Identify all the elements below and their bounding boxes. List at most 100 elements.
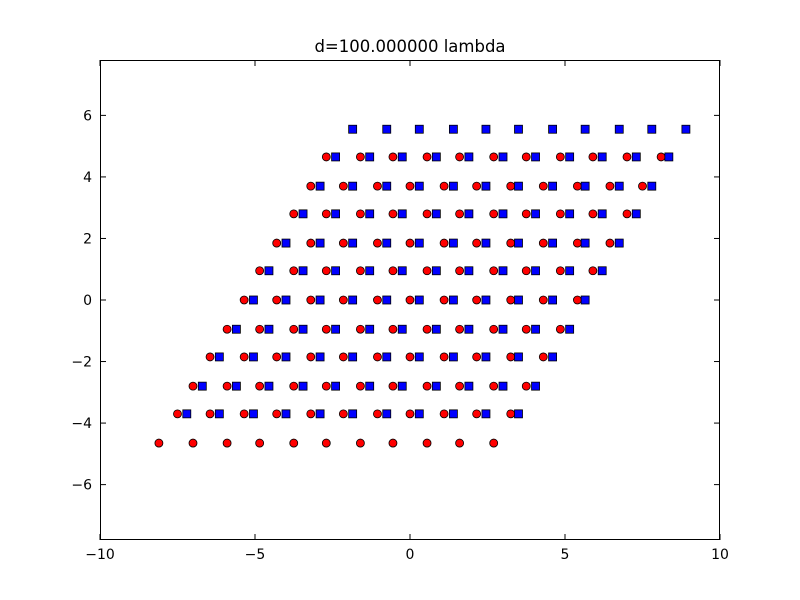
- square-marker: [348, 409, 358, 419]
- square-marker: [298, 324, 308, 334]
- y-tick-label: 4: [83, 170, 92, 186]
- circle-marker: [321, 209, 331, 219]
- square-marker: [231, 381, 241, 391]
- square-marker: [331, 209, 341, 219]
- square-marker: [298, 266, 308, 276]
- circle-marker: [338, 238, 348, 248]
- square-marker: [631, 152, 641, 162]
- circle-marker: [521, 152, 531, 162]
- square-marker: [249, 409, 258, 419]
- circle-marker: [289, 209, 299, 219]
- square-marker: [631, 209, 641, 219]
- square-marker: [514, 295, 523, 305]
- square-marker: [281, 238, 291, 248]
- circle-marker: [555, 266, 565, 276]
- square-marker: [431, 209, 441, 219]
- square-marker: [565, 209, 575, 219]
- square-marker: [397, 266, 407, 276]
- square-marker: [214, 409, 224, 419]
- circle-marker: [638, 181, 647, 191]
- square-marker: [414, 352, 424, 362]
- square-marker: [481, 295, 491, 305]
- square-marker: [548, 352, 557, 362]
- circle-marker: [373, 352, 382, 362]
- y-tick-label: 0: [83, 293, 92, 309]
- circle-marker: [289, 324, 299, 334]
- square-marker: [597, 152, 607, 162]
- square-marker: [315, 352, 325, 362]
- square-marker: [565, 152, 575, 162]
- circle-marker: [173, 409, 182, 419]
- square-marker: [514, 181, 523, 191]
- square-marker: [348, 352, 358, 362]
- circle-marker: [472, 295, 482, 305]
- circle-marker: [555, 324, 565, 334]
- square-marker: [514, 409, 523, 419]
- x-tick-label: 0: [406, 547, 415, 563]
- circle-marker: [573, 181, 582, 191]
- circle-marker: [355, 209, 365, 219]
- square-marker: [498, 324, 508, 334]
- circle-marker: [306, 181, 316, 191]
- square-marker: [448, 409, 458, 419]
- y-tick-label: 6: [83, 108, 92, 124]
- circle-marker: [472, 352, 482, 362]
- x-tick-label: −5: [245, 547, 266, 563]
- circle-marker: [605, 181, 615, 191]
- square-marker: [448, 295, 458, 305]
- circle-marker: [188, 438, 198, 448]
- square-marker: [298, 381, 308, 391]
- square-marker: [249, 295, 258, 305]
- square-marker: [365, 324, 375, 334]
- square-marker: [481, 409, 491, 419]
- circle-marker: [388, 266, 398, 276]
- circle-marker: [306, 352, 316, 362]
- circle-marker: [289, 438, 299, 448]
- circle-marker: [588, 266, 598, 276]
- circle-marker: [455, 438, 465, 448]
- circle-marker: [538, 181, 548, 191]
- square-marker: [498, 209, 508, 219]
- circle-marker: [489, 152, 499, 162]
- circle-marker: [388, 324, 398, 334]
- circle-marker: [455, 381, 465, 391]
- square-marker: [414, 124, 424, 134]
- plot-frame: [100, 60, 720, 540]
- circle-marker: [289, 266, 299, 276]
- square-marker: [531, 152, 540, 162]
- y-tick-label: −6: [71, 478, 92, 494]
- axis-ticks: −10 −5 0 5 10 −6 −4 −2 0 2 4 6: [71, 60, 729, 563]
- y-tick-label: −4: [71, 416, 92, 432]
- square-marker: [614, 238, 624, 248]
- square-marker: [464, 266, 474, 276]
- square-marker: [397, 381, 407, 391]
- x-tick-label: 5: [561, 547, 570, 563]
- square-marker: [264, 266, 274, 276]
- circle-marker: [538, 295, 548, 305]
- square-marker: [531, 266, 540, 276]
- square-marker: [464, 324, 474, 334]
- square-marker: [397, 152, 407, 162]
- square-marker: [431, 152, 441, 162]
- circle-marker: [538, 352, 548, 362]
- square-marker: [431, 324, 441, 334]
- square-marker: [281, 352, 291, 362]
- circle-marker: [255, 324, 265, 334]
- square-marker: [382, 409, 392, 419]
- circle-marker: [255, 266, 265, 276]
- circle-marker: [272, 409, 282, 419]
- circle-marker: [521, 324, 531, 334]
- circle-marker: [521, 381, 531, 391]
- circle-marker: [506, 238, 516, 248]
- square-marker: [397, 324, 407, 334]
- circle-marker: [656, 152, 666, 162]
- circle-marker: [439, 181, 449, 191]
- square-marker: [464, 381, 474, 391]
- square-marker: [382, 238, 392, 248]
- square-marker: [298, 209, 308, 219]
- circle-marker: [338, 295, 348, 305]
- square-marker: [614, 181, 624, 191]
- square-marker: [481, 352, 491, 362]
